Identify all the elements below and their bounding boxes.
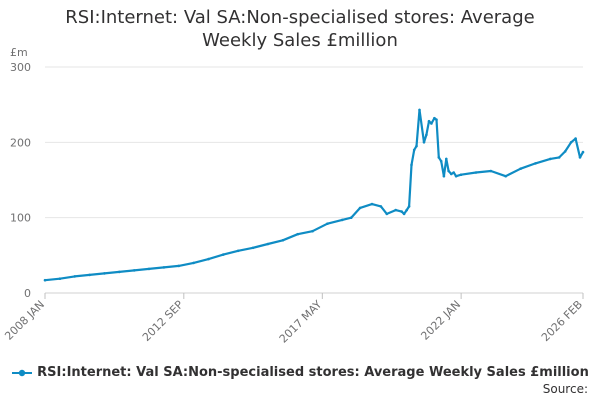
data-point[interactable] bbox=[435, 118, 438, 121]
data-point[interactable] bbox=[422, 141, 426, 144]
x-tick-label: 2022 JAN bbox=[418, 298, 463, 343]
data-point[interactable] bbox=[118, 270, 121, 274]
data-point[interactable] bbox=[454, 174, 458, 178]
data-point[interactable] bbox=[266, 242, 270, 246]
data-point[interactable] bbox=[177, 264, 181, 268]
y-tick-label: 100 bbox=[10, 212, 31, 225]
series-lines bbox=[43, 108, 585, 282]
chart-title: RSI:Internet: Val SA:Non-specialised sto… bbox=[65, 7, 535, 51]
data-point[interactable] bbox=[251, 246, 255, 250]
data-point[interactable] bbox=[459, 173, 463, 176]
data-point[interactable] bbox=[385, 212, 389, 216]
data-point[interactable] bbox=[281, 239, 285, 242]
data-point[interactable] bbox=[574, 137, 577, 140]
data-point[interactable] bbox=[407, 205, 411, 208]
data-point[interactable] bbox=[370, 202, 374, 206]
data-point[interactable] bbox=[207, 257, 210, 261]
data-point[interactable] bbox=[437, 156, 441, 159]
data-point[interactable] bbox=[418, 108, 421, 112]
data-point[interactable] bbox=[442, 174, 446, 178]
data-point[interactable] bbox=[296, 232, 300, 236]
data-point[interactable] bbox=[534, 162, 537, 165]
data-point[interactable] bbox=[326, 222, 329, 225]
data-point[interactable] bbox=[358, 206, 362, 210]
data-point[interactable] bbox=[430, 122, 433, 125]
source-label: Source: bbox=[542, 382, 588, 396]
data-point[interactable] bbox=[394, 208, 398, 212]
legend-line-marker-icon bbox=[12, 369, 33, 376]
legend[interactable]: RSI:Internet: Val SA:Non-specialised sto… bbox=[0, 365, 600, 380]
data-point[interactable] bbox=[147, 267, 151, 271]
data-point[interactable] bbox=[569, 141, 573, 144]
data-point[interactable] bbox=[452, 171, 456, 174]
data-point[interactable] bbox=[73, 275, 76, 278]
x-tick-label: 2026 FEB bbox=[539, 298, 585, 344]
y-axis: 0 100 200 300 bbox=[10, 61, 31, 300]
data-point[interactable] bbox=[549, 157, 552, 161]
x-tick-label: 2012 SEP bbox=[140, 298, 186, 344]
data-point[interactable] bbox=[400, 210, 404, 213]
data-point[interactable] bbox=[379, 205, 383, 208]
data-point[interactable] bbox=[563, 150, 567, 153]
data-point[interactable] bbox=[427, 119, 431, 123]
series-line[interactable] bbox=[44, 108, 584, 282]
data-point[interactable] bbox=[236, 249, 240, 253]
data-point[interactable] bbox=[425, 133, 428, 137]
gridlines bbox=[45, 66, 583, 294]
data-point[interactable] bbox=[450, 172, 453, 176]
data-point[interactable] bbox=[132, 269, 136, 272]
data-point[interactable] bbox=[581, 150, 585, 154]
data-point[interactable] bbox=[447, 169, 450, 173]
legend-label: RSI:Internet: Val SA:Non-specialised sto… bbox=[37, 365, 589, 380]
data-point[interactable] bbox=[557, 156, 561, 159]
data-point[interactable] bbox=[349, 216, 353, 219]
data-point[interactable] bbox=[192, 261, 195, 265]
x-axis: 2008 JAN 2012 SEP 2017 MAY 2022 JAN 2026 FEB bbox=[2, 293, 585, 346]
data-point[interactable] bbox=[439, 159, 443, 163]
data-point[interactable] bbox=[445, 157, 448, 161]
y-tick-label: 0 bbox=[24, 287, 31, 300]
data-point[interactable] bbox=[88, 273, 91, 277]
data-point[interactable] bbox=[519, 167, 522, 170]
data-point[interactable] bbox=[578, 156, 582, 159]
data-point[interactable] bbox=[415, 144, 418, 148]
y-tick-label: 300 bbox=[10, 61, 31, 74]
data-point[interactable] bbox=[410, 163, 413, 167]
data-point[interactable] bbox=[405, 208, 409, 212]
data-point[interactable] bbox=[340, 218, 344, 222]
data-point[interactable] bbox=[311, 229, 314, 233]
data-point[interactable] bbox=[474, 171, 478, 174]
data-point[interactable] bbox=[222, 253, 225, 256]
data-point[interactable] bbox=[489, 169, 493, 173]
y-tick-label: 200 bbox=[10, 136, 31, 149]
data-point[interactable] bbox=[402, 212, 406, 216]
data-point[interactable] bbox=[162, 266, 166, 269]
data-point[interactable] bbox=[412, 148, 416, 152]
data-point[interactable] bbox=[58, 277, 62, 281]
x-tick-label: 2008 JAN bbox=[2, 298, 47, 343]
data-point[interactable] bbox=[103, 272, 106, 275]
data-point[interactable] bbox=[433, 116, 436, 120]
x-tick-label: 2017 MAY bbox=[277, 298, 325, 346]
data-point[interactable] bbox=[43, 278, 47, 282]
data-point[interactable] bbox=[504, 174, 508, 178]
y-axis-unit-label: £m bbox=[10, 46, 28, 59]
